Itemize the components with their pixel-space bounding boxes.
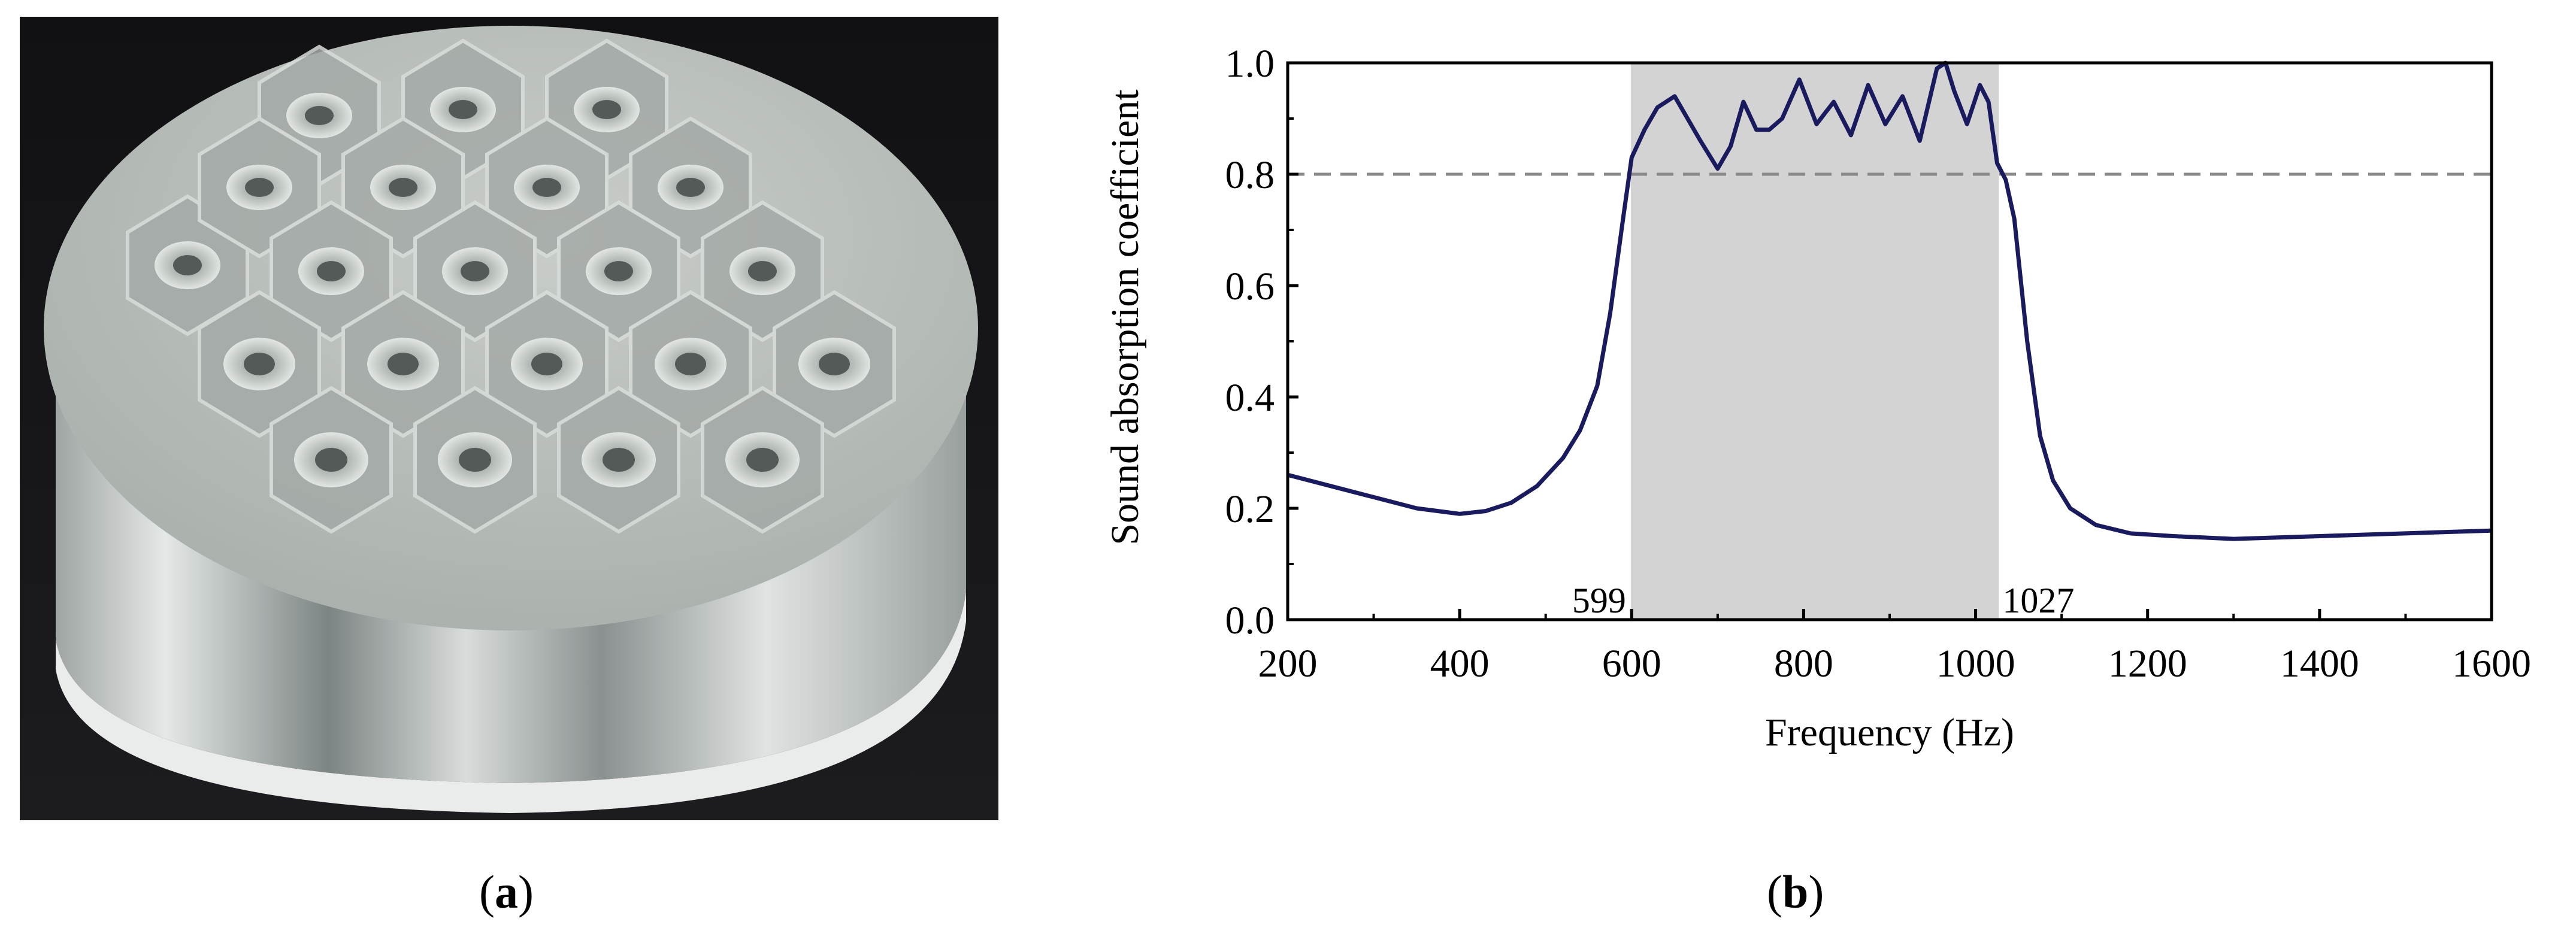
y-tick-label: 0.4 xyxy=(1225,376,1275,420)
y-axis: 0.0 0.2 0.4 0.6 0.8 1.0 xyxy=(1225,42,1298,642)
sample-photo xyxy=(20,17,998,820)
x-tick-label: 1400 xyxy=(2280,642,2359,686)
x-axis: 200 400 600 800 1000 1200 1400 1600 xyxy=(1258,609,2531,686)
x-tick-label: 200 xyxy=(1258,642,1318,686)
x-tick-label: 1000 xyxy=(1936,642,2015,686)
series-line xyxy=(1287,60,2492,541)
band-edge-label: 599 xyxy=(1572,581,1626,620)
band-edge-label: 1027 xyxy=(2002,581,2074,620)
caption-a-letter: a xyxy=(494,866,518,918)
x-tick-label: 600 xyxy=(1602,642,1661,686)
caption-a: (a) xyxy=(479,866,534,918)
y-tick-label: 0.6 xyxy=(1225,265,1275,308)
x-tick-label: 1200 xyxy=(2108,642,2187,686)
y-axis-label: Sound absorption coefficient xyxy=(1103,89,1147,545)
x-axis-label: Frequency (Hz) xyxy=(1765,711,2014,754)
shaded-band xyxy=(1630,63,1999,620)
annotations: 599 1027 xyxy=(1572,581,2074,620)
x-tick-label: 800 xyxy=(1774,642,1833,686)
y-tick-label: 0.8 xyxy=(1225,153,1275,197)
caption-b: (b) xyxy=(1767,866,1824,918)
y-tick-label: 0.0 xyxy=(1225,599,1275,642)
y-tick-label: 1.0 xyxy=(1225,42,1275,86)
caption-b-letter: b xyxy=(1782,866,1809,918)
absorption-chart: 200 400 600 800 1000 1200 1400 1600 0.00.20.40.… xyxy=(1103,42,2531,754)
x-tick-label: 400 xyxy=(1430,642,1490,686)
x-tick-label: 1600 xyxy=(2452,642,2531,686)
y-tick-label: 0.2 xyxy=(1225,487,1275,531)
